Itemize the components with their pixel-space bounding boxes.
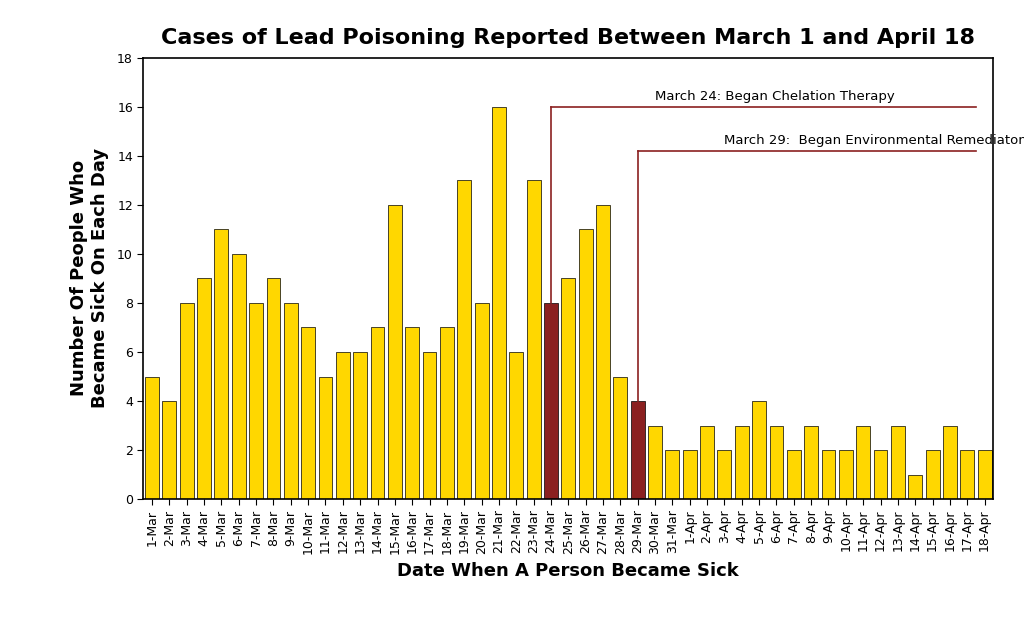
Bar — [180, 303, 194, 499]
Bar — [561, 278, 575, 499]
Bar — [631, 401, 645, 499]
Bar — [353, 352, 368, 499]
Bar — [526, 180, 541, 499]
Bar — [458, 180, 471, 499]
Bar — [786, 450, 801, 499]
Bar — [145, 376, 159, 499]
Text: March 29:  Began Environmental Remediaton: March 29: Began Environmental Remediaton — [724, 134, 1024, 147]
Bar — [318, 376, 333, 499]
Bar — [371, 328, 384, 499]
Bar — [926, 450, 939, 499]
Bar — [249, 303, 263, 499]
Bar — [214, 229, 228, 499]
Bar — [978, 450, 991, 499]
Bar — [163, 401, 176, 499]
Bar — [648, 426, 662, 499]
Y-axis label: Number Of People Who
Became Sick On Each Day: Number Of People Who Became Sick On Each… — [70, 148, 109, 408]
Bar — [718, 450, 731, 499]
Bar — [666, 450, 679, 499]
Bar — [908, 475, 923, 499]
Bar — [423, 352, 436, 499]
Bar — [406, 328, 419, 499]
Bar — [336, 352, 350, 499]
Bar — [856, 426, 870, 499]
Text: March 24: Began Chelation Therapy: March 24: Began Chelation Therapy — [655, 90, 895, 103]
Bar — [388, 205, 401, 499]
Bar — [700, 426, 714, 499]
Bar — [873, 450, 888, 499]
Bar — [440, 328, 454, 499]
Bar — [839, 450, 853, 499]
Title: Cases of Lead Poisoning Reported Between March 1 and April 18: Cases of Lead Poisoning Reported Between… — [162, 28, 975, 48]
X-axis label: Date When A Person Became Sick: Date When A Person Became Sick — [397, 562, 739, 580]
Bar — [804, 426, 818, 499]
Bar — [769, 426, 783, 499]
Bar — [753, 401, 766, 499]
Bar — [284, 303, 298, 499]
Bar — [544, 303, 558, 499]
Bar — [613, 376, 628, 499]
Bar — [596, 205, 610, 499]
Bar — [683, 450, 696, 499]
Bar — [266, 278, 281, 499]
Bar — [475, 303, 488, 499]
Bar — [509, 352, 523, 499]
Bar — [492, 107, 506, 499]
Bar — [231, 254, 246, 499]
Bar — [735, 426, 749, 499]
Bar — [579, 229, 593, 499]
Bar — [943, 426, 956, 499]
Bar — [961, 450, 974, 499]
Bar — [301, 328, 315, 499]
Bar — [821, 450, 836, 499]
Bar — [198, 278, 211, 499]
Bar — [891, 426, 905, 499]
